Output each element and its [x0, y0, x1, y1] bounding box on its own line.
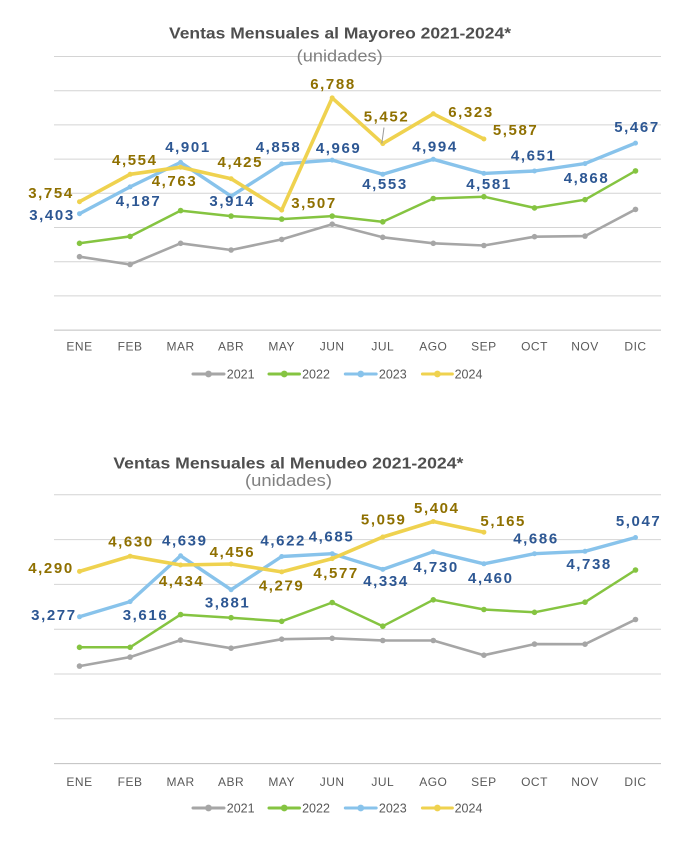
svg-text:2023: 2023 [379, 368, 407, 382]
svg-text:5,452: 5,452 [364, 109, 410, 126]
svg-text:ABR: ABR [218, 339, 244, 353]
svg-text:2024: 2024 [455, 802, 483, 816]
svg-text:SEP: SEP [471, 775, 497, 789]
svg-text:FEB: FEB [118, 339, 143, 353]
svg-text:4,994: 4,994 [412, 139, 458, 156]
svg-text:ENE: ENE [66, 775, 92, 789]
svg-text:5,165: 5,165 [480, 513, 526, 530]
svg-text:4,868: 4,868 [564, 170, 610, 187]
svg-text:4,639: 4,639 [162, 533, 208, 550]
svg-text:3,881: 3,881 [205, 595, 251, 612]
svg-text:DIC: DIC [624, 339, 646, 353]
svg-text:3,277: 3,277 [31, 607, 77, 624]
svg-text:4,630: 4,630 [108, 534, 154, 551]
svg-text:4,651: 4,651 [511, 148, 557, 165]
svg-text:4,334: 4,334 [363, 573, 409, 590]
svg-text:4,685: 4,685 [309, 528, 355, 545]
svg-text:Ventas Mensuales al Menudeo 20: Ventas Mensuales al Menudeo 2021-2024* [113, 456, 464, 473]
svg-text:MAR: MAR [167, 775, 195, 789]
svg-text:OCT: OCT [521, 775, 548, 789]
svg-text:4,763: 4,763 [152, 173, 198, 190]
svg-text:NOV: NOV [571, 339, 599, 353]
svg-text:2021: 2021 [227, 368, 255, 382]
svg-text:4,553: 4,553 [362, 176, 408, 193]
svg-text:5,047: 5,047 [616, 513, 662, 530]
svg-text:5,467: 5,467 [614, 119, 660, 136]
svg-text:5,587: 5,587 [493, 122, 539, 139]
svg-text:ENE: ENE [66, 339, 92, 353]
svg-text:4,456: 4,456 [210, 544, 256, 561]
svg-text:AGO: AGO [419, 339, 447, 353]
svg-text:DIC: DIC [624, 775, 646, 789]
svg-text:3,403: 3,403 [29, 207, 75, 224]
svg-text:3,616: 3,616 [123, 607, 169, 624]
svg-text:4,686: 4,686 [513, 531, 559, 548]
svg-text:JUN: JUN [320, 775, 345, 789]
svg-text:SEP: SEP [471, 339, 497, 353]
svg-text:4,460: 4,460 [468, 570, 514, 587]
svg-text:NOV: NOV [571, 775, 599, 789]
svg-text:2021: 2021 [227, 802, 255, 816]
svg-text:AGO: AGO [419, 775, 447, 789]
svg-text:4,577: 4,577 [313, 565, 359, 582]
svg-text:4,279: 4,279 [259, 578, 305, 595]
svg-text:4,901: 4,901 [165, 139, 211, 156]
svg-text:4,290: 4,290 [28, 560, 74, 577]
svg-text:4,738: 4,738 [566, 556, 612, 573]
svg-text:4,969: 4,969 [316, 140, 362, 157]
svg-text:ABR: ABR [218, 775, 244, 789]
svg-text:4,554: 4,554 [112, 152, 158, 169]
svg-text:(unidades): (unidades) [245, 471, 332, 490]
svg-text:5,059: 5,059 [361, 511, 407, 528]
svg-text:JUL: JUL [371, 775, 394, 789]
svg-text:Ventas Mensuales al Mayoreo 20: Ventas Mensuales al Mayoreo 2021-2024* [169, 25, 512, 42]
svg-text:FEB: FEB [118, 775, 143, 789]
svg-text:2024: 2024 [455, 368, 483, 382]
svg-text:4,187: 4,187 [116, 193, 162, 210]
svg-text:6,788: 6,788 [310, 76, 356, 93]
svg-text:4,858: 4,858 [256, 139, 302, 156]
svg-text:3,754: 3,754 [28, 185, 74, 202]
svg-text:MAR: MAR [167, 339, 195, 353]
svg-text:4,425: 4,425 [218, 154, 264, 171]
svg-text:4,434: 4,434 [159, 573, 205, 590]
svg-text:3,914: 3,914 [209, 193, 255, 210]
svg-text:6,323: 6,323 [448, 104, 494, 121]
svg-text:4,622: 4,622 [260, 533, 306, 550]
svg-text:MAY: MAY [268, 775, 295, 789]
svg-text:4,581: 4,581 [466, 176, 512, 193]
svg-text:(unidades): (unidades) [297, 47, 383, 66]
svg-text:4,730: 4,730 [413, 559, 459, 576]
svg-text:JUL: JUL [371, 339, 394, 353]
svg-text:MAY: MAY [268, 339, 295, 353]
svg-text:2022: 2022 [302, 802, 330, 816]
svg-text:3,507: 3,507 [291, 195, 337, 212]
svg-text:JUN: JUN [320, 339, 345, 353]
svg-text:OCT: OCT [521, 339, 548, 353]
svg-text:5,404: 5,404 [414, 500, 460, 517]
svg-text:2023: 2023 [379, 802, 407, 816]
svg-text:2022: 2022 [302, 368, 330, 382]
